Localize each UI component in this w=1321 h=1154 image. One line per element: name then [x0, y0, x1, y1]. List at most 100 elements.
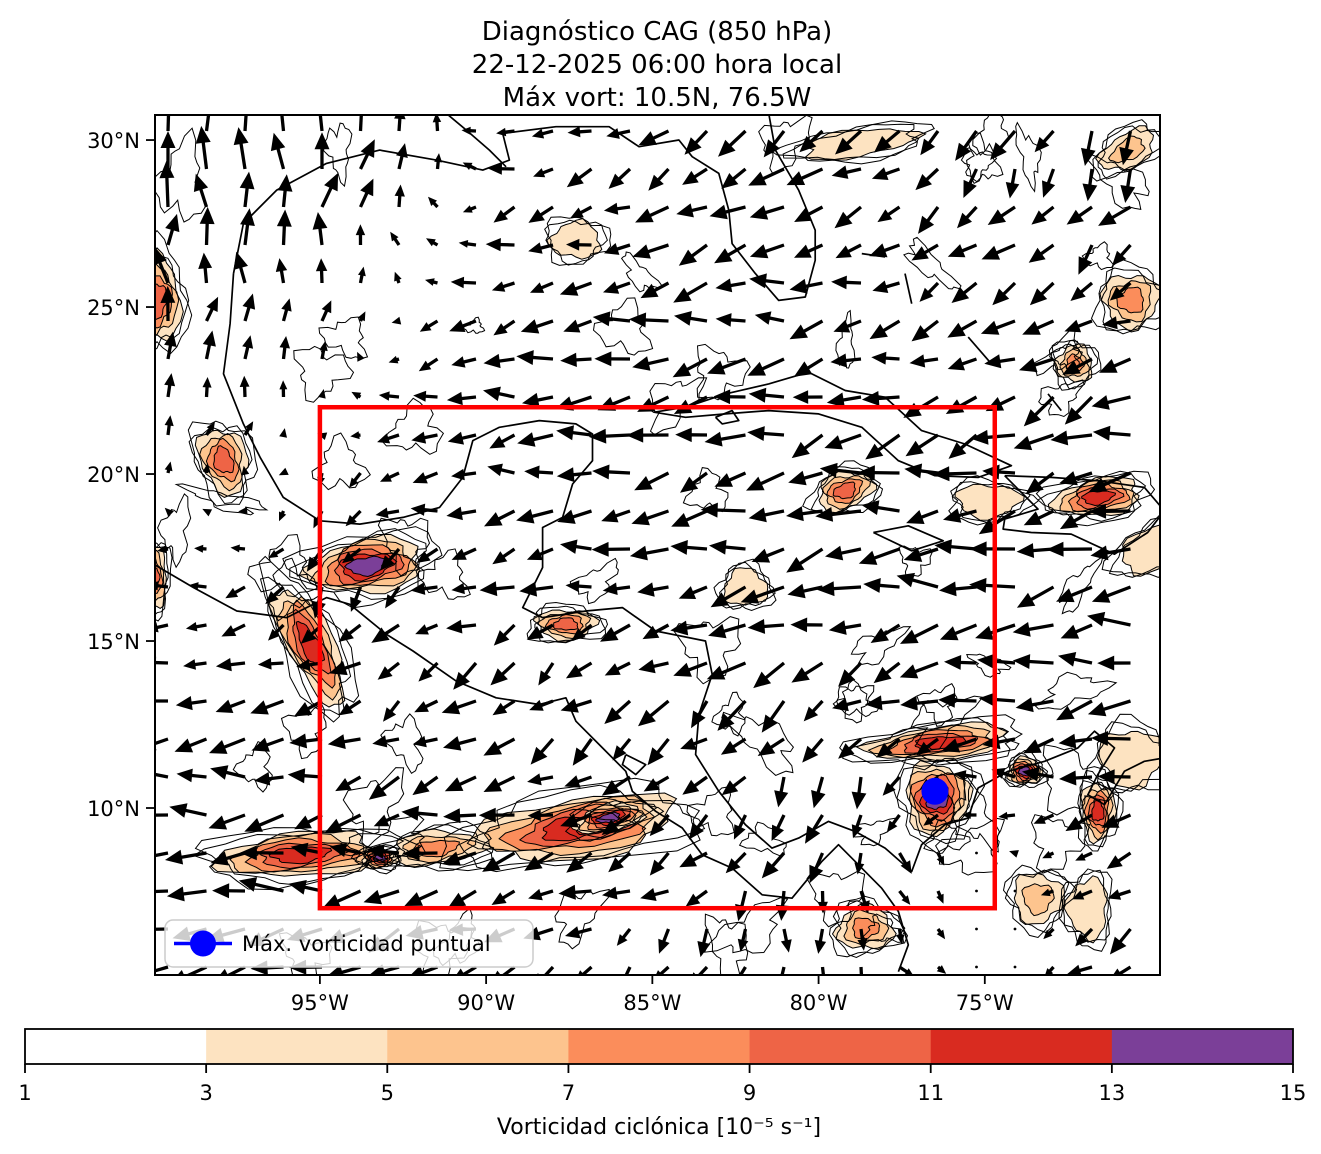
wind-arrow-shaft: [800, 509, 823, 516]
wind-arrow-head: [1043, 929, 1053, 940]
contour-ring: [1013, 872, 1066, 926]
wind-arrow-head: [446, 391, 463, 406]
wind-arrow-shaft: [455, 851, 477, 862]
wind-arrow-shaft: [719, 661, 747, 676]
wind-arrow-head: [905, 440, 924, 457]
contour-ring: [1051, 339, 1102, 391]
wind-arrow-shaft: [918, 469, 939, 475]
wind-arrow-head: [279, 428, 287, 438]
wind-arrow-head: [947, 357, 965, 371]
wind-arrow-shaft: [426, 357, 439, 368]
wind-arrow-head: [443, 736, 462, 751]
wind-arrow-head: [793, 361, 813, 377]
colorbar-segment: [206, 1029, 388, 1064]
wind-arrow-head: [327, 734, 346, 749]
wind-arrow-head: [1059, 514, 1079, 530]
wind-arrow-head: [462, 162, 473, 170]
wind-arrow-head: [802, 745, 819, 763]
wind-arrow-shaft: [1105, 736, 1131, 741]
contour-ring: [498, 801, 647, 851]
wind-arrow-head: [799, 135, 817, 153]
wind-arrow-head: [980, 320, 1000, 335]
contour-ring: [1096, 730, 1160, 791]
wind-arrow-shaft: [829, 509, 862, 517]
wind-arrow-head: [882, 782, 896, 796]
wind-arrow-shaft: [758, 471, 785, 486]
wind-arrow-shaft: [500, 889, 516, 901]
wind-arrow-shaft: [994, 243, 1016, 256]
wind-arrow-shaft: [614, 585, 631, 591]
wind-arrow-shaft: [842, 623, 862, 630]
wind-arrow-shaft: [840, 395, 862, 402]
wind-arrow-shaft: [687, 316, 708, 323]
wind-arrow-head: [680, 737, 697, 750]
wind-arrow-head: [604, 663, 621, 676]
wind-arrow-shaft: [381, 849, 400, 855]
wind-arrow-head: [947, 244, 966, 258]
wind-arrow-shaft: [576, 167, 593, 181]
wind-arrow-head: [527, 773, 542, 786]
wind-arrow-head: [358, 266, 366, 277]
wind-arrow-head: [680, 476, 699, 493]
vorticity-fill: [213, 445, 235, 473]
wind-arrow-shaft: [189, 699, 207, 706]
contour-ring: [832, 481, 856, 500]
wind-arrow-shaft: [695, 814, 709, 830]
wind-arrow-shaft: [613, 509, 631, 519]
wind-arrow-head: [830, 353, 847, 368]
contour-loop: [903, 236, 962, 290]
wind-arrow-head: [558, 884, 576, 900]
wind-arrow-head: [394, 271, 402, 282]
wind-arrow-head: [911, 246, 929, 261]
contour-ring: [1058, 868, 1113, 952]
wind-arrow-shaft: [686, 661, 708, 673]
wind-arrow-shaft: [831, 585, 862, 591]
wind-arrow-shaft: [780, 966, 786, 975]
wind-arrow-shaft: [726, 699, 747, 722]
wind-arrow-head: [713, 389, 731, 405]
contour-ring: [713, 558, 777, 612]
contour-ring: [1085, 713, 1160, 794]
wind-arrow-shaft: [1119, 243, 1132, 258]
wind-arrow-head: [761, 860, 779, 879]
wind-arrow-head: [863, 578, 881, 593]
contour-loop: [682, 467, 729, 513]
contour-ring: [1107, 280, 1152, 323]
wind-arrow-shaft: [1117, 965, 1132, 975]
wind-arrow-shaft: [690, 585, 708, 595]
wind-arrow-shaft: [718, 433, 746, 442]
wind-arrow-shaft: [738, 966, 747, 975]
wind-arrow-shaft: [801, 319, 824, 334]
wind-arrow-shaft: [1081, 927, 1094, 940]
wind-arrow-shaft: [650, 129, 670, 141]
contour-loop: [157, 493, 192, 569]
wind-arrow-shaft: [921, 319, 940, 334]
wind-arrow-shaft: [854, 814, 863, 829]
wind-arrow-shaft: [579, 623, 593, 636]
wind-arrow-head: [451, 582, 465, 595]
wind-arrow-head: [238, 506, 248, 515]
x-axis-ticks: 95°W 90°W 85°W 80°W 75°W: [291, 975, 1014, 1015]
wind-arrow-head: [1072, 890, 1085, 900]
wind-arrow-shaft: [243, 222, 250, 246]
wind-arrow-head: [349, 477, 359, 488]
wind-arrow-head: [564, 775, 581, 788]
wind-arrow-head: [1045, 968, 1054, 975]
wind-arrow-head: [1056, 705, 1075, 721]
wind-arrow-head: [628, 312, 647, 328]
wind-arrow-head: [612, 745, 627, 761]
coastline: [904, 273, 913, 304]
wind-arrow-shaft: [379, 775, 400, 793]
wind-arrow-head: [566, 172, 584, 188]
wind-arrow-shaft: [495, 775, 516, 788]
colorbar-ticks: 1 3 5 7 9 11 13 15: [18, 1064, 1306, 1105]
contour-loop: [850, 626, 912, 666]
wind-arrow-head: [244, 818, 263, 832]
wind-arrow-head: [451, 468, 465, 481]
wind-arrow-head: [189, 582, 199, 590]
wind-arrow-head: [747, 619, 766, 634]
contour-ring: [1101, 514, 1160, 578]
wind-arrow-head: [603, 243, 620, 255]
wind-arrow-shaft: [533, 585, 554, 592]
